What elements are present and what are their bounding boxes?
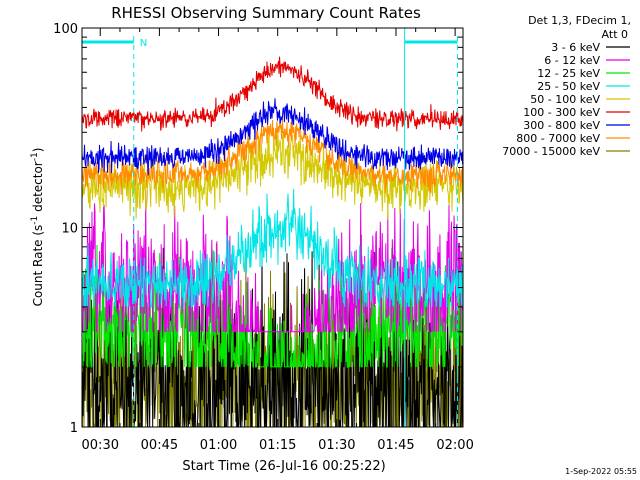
legend-label-8: 7000 - 15000 keV bbox=[502, 145, 600, 158]
series-layer bbox=[81, 56, 464, 429]
y-tick-label-1: 10 bbox=[61, 222, 78, 237]
x-tick-label-1: 00:45 bbox=[141, 438, 178, 453]
series-50-100-kev-line bbox=[81, 128, 464, 220]
chart-title: RHESSI Observing Summary Count Rates bbox=[111, 4, 421, 22]
x-tick-label-4: 01:30 bbox=[318, 438, 355, 453]
x-tick-label-5: 01:45 bbox=[377, 438, 414, 453]
legend-header-line-1: Det 1,3, FDecim 1, bbox=[528, 14, 631, 27]
x-tick-label-6: 02:00 bbox=[436, 438, 473, 453]
legend-label-2: 12 - 25 keV bbox=[537, 67, 600, 80]
legend-header-line-2: Att 0 bbox=[602, 28, 628, 41]
y-label-part-1: Count Rate (s bbox=[31, 225, 45, 307]
y-tick-label-2: 100 bbox=[53, 22, 78, 37]
y-axis-label: Count Rate (s-1 detector-1) bbox=[30, 148, 45, 307]
legend-label-7: 800 - 7000 keV bbox=[516, 132, 600, 145]
series-6-12-kev-line bbox=[82, 189, 464, 333]
orbit-marks: N bbox=[82, 28, 458, 427]
legend-label-0: 3 - 6 keV bbox=[551, 41, 600, 54]
axes-layer: 00:30 00:45 01:00 01:15 01:30 01:45 02:00 1 10 10… bbox=[53, 22, 474, 453]
series-300-800-kev-line bbox=[81, 98, 464, 176]
generation-timestamp: 1-Sep-2022 05:55 bbox=[565, 467, 637, 476]
legend-label-1: 6 - 12 keV bbox=[544, 54, 600, 67]
x-axis-label: Start Time (26-Jul-16 00:25:22) bbox=[182, 459, 385, 474]
y-label-part-3: ) bbox=[31, 148, 45, 153]
y-tick-label-0: 1 bbox=[70, 421, 78, 436]
legend-label-3: 25 - 50 keV bbox=[537, 80, 600, 93]
legend-label-6: 300 - 800 keV bbox=[523, 119, 600, 132]
legend-label-4: 50 - 100 keV bbox=[530, 93, 600, 106]
series-800-7000-kev-line bbox=[81, 119, 464, 195]
night-label-0: N bbox=[140, 38, 147, 49]
series-25-50-kev-line bbox=[81, 188, 464, 308]
y-label-sup-1: -1 bbox=[30, 216, 40, 225]
series-100-300-kev-line bbox=[81, 56, 464, 132]
x-tick-label-2: 01:00 bbox=[200, 438, 237, 453]
legend-label-5: 100 - 300 keV bbox=[523, 106, 600, 119]
y-label-sup-2: -1 bbox=[30, 152, 40, 161]
y-label-part-2: detector bbox=[31, 161, 45, 216]
x-tick-label-0: 00:30 bbox=[82, 438, 119, 453]
x-tick-label-3: 01:15 bbox=[259, 438, 296, 453]
